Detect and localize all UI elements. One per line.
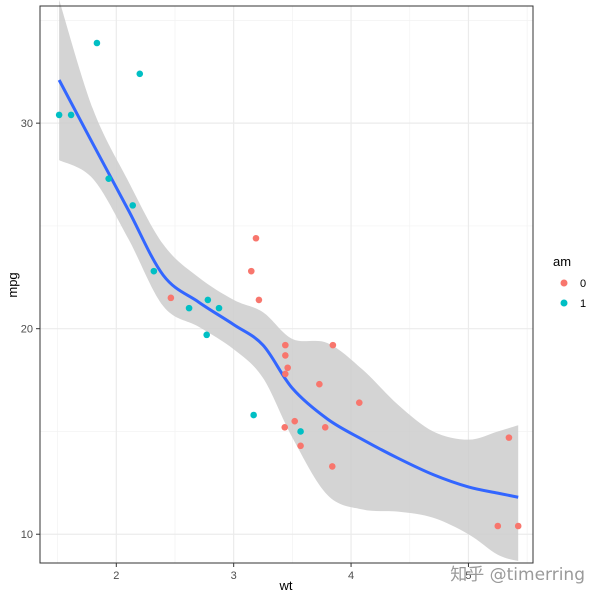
data-point-am-0 bbox=[316, 380, 323, 388]
data-point-am-0 bbox=[297, 442, 304, 450]
data-point-am-0 bbox=[252, 234, 260, 242]
data-point-am-0 bbox=[494, 522, 502, 530]
data-point-am-1 bbox=[185, 304, 193, 312]
data-point-am-0 bbox=[321, 424, 329, 431]
x-tick-label: 2 bbox=[113, 570, 119, 582]
data-point-am-1 bbox=[93, 39, 101, 47]
data-point-am-1 bbox=[250, 411, 257, 419]
y-tick-label: 20 bbox=[21, 324, 33, 336]
data-point-am-1 bbox=[67, 111, 75, 119]
data-point-am-0 bbox=[281, 424, 289, 431]
data-point-am-0 bbox=[514, 522, 522, 530]
data-point-am-0 bbox=[167, 294, 175, 302]
data-point-am-1 bbox=[105, 175, 112, 182]
legend-swatch-1 bbox=[560, 299, 568, 307]
data-point-am-0 bbox=[505, 434, 513, 441]
x-tick-label: 4 bbox=[348, 570, 354, 582]
x-axis-title: wt bbox=[279, 578, 293, 593]
data-point-am-1 bbox=[215, 304, 223, 312]
plot-border bbox=[39, 5, 534, 564]
watermark: 知乎 @timerring bbox=[450, 565, 585, 585]
data-point-am-1 bbox=[129, 202, 137, 209]
legend-title: am bbox=[553, 254, 571, 269]
x-tick-label: 3 bbox=[231, 570, 237, 582]
legend-label-1: 1 bbox=[580, 298, 586, 310]
data-point-am-0 bbox=[282, 341, 289, 349]
data-point-am-0 bbox=[329, 341, 337, 349]
data-point-am-1 bbox=[203, 331, 210, 339]
y-tick-label: 30 bbox=[21, 118, 33, 130]
x-axis: 2 3 4 5 bbox=[113, 563, 472, 582]
data-point-am-0 bbox=[255, 296, 263, 304]
data-point-am-1 bbox=[204, 296, 212, 304]
data-point-am-0 bbox=[291, 417, 299, 425]
data-point-am-0 bbox=[284, 364, 291, 372]
x-tick-label: 5 bbox=[465, 570, 471, 582]
data-point-am-0 bbox=[282, 370, 289, 378]
data-point-am-0 bbox=[247, 267, 255, 275]
confidence-band bbox=[59, 0, 519, 561]
data-point-am-1 bbox=[297, 428, 304, 435]
y-axis: 10 20 30 bbox=[21, 118, 40, 541]
y-tick-label: 10 bbox=[21, 529, 33, 541]
data-point-am-0 bbox=[282, 352, 289, 359]
data-point-am-1 bbox=[55, 111, 63, 119]
smooth-line bbox=[57, 79, 519, 499]
data-point-am-0 bbox=[355, 399, 363, 406]
data-point-am-1 bbox=[136, 70, 144, 78]
data-point-am-1 bbox=[150, 267, 158, 275]
y-axis-title: mpg bbox=[5, 272, 20, 297]
legend-label-0: 0 bbox=[580, 278, 586, 290]
data-point-am-0 bbox=[328, 463, 336, 470]
legend-swatch-0 bbox=[560, 279, 568, 287]
data-points bbox=[55, 39, 522, 530]
legend: am 0 1 bbox=[553, 254, 586, 310]
